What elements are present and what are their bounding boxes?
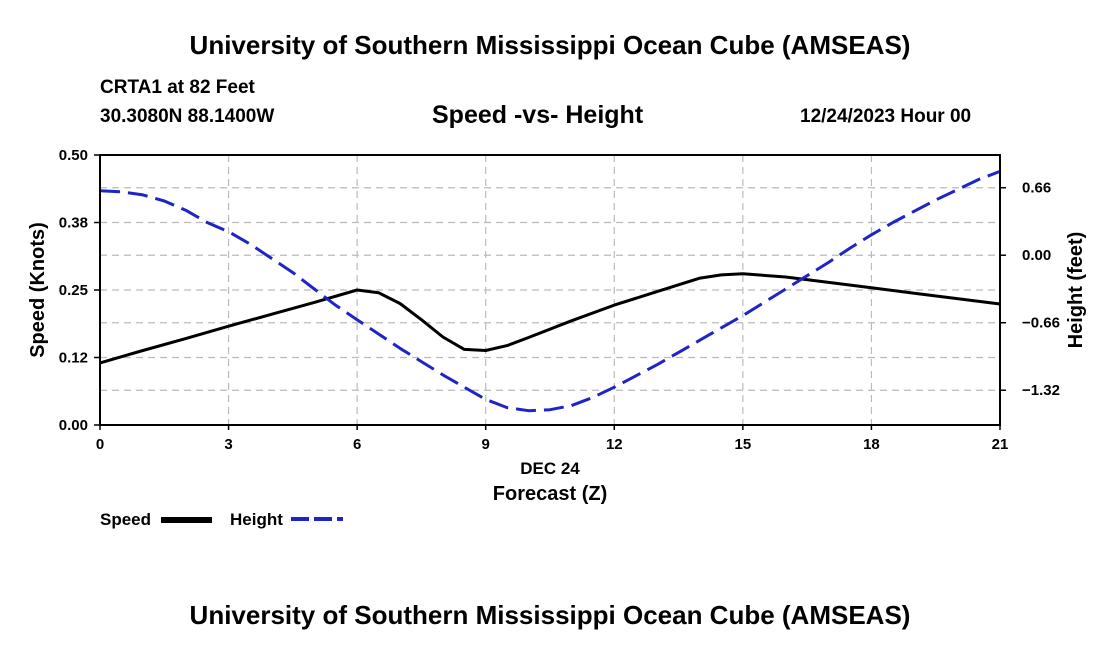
x-tick-label: 3 <box>224 436 232 453</box>
y-tick-label: 0.25 <box>59 282 88 299</box>
y-tick-label: 0.50 <box>59 147 88 164</box>
x-tick-label: 0 <box>96 436 104 453</box>
x-axis-label: Forecast (Z) <box>493 483 607 505</box>
legend-speed-swatch <box>161 517 212 523</box>
x-tick-label: 6 <box>353 436 361 453</box>
x-tick-label: 15 <box>735 436 752 453</box>
x-axis-label-date: DEC 24 <box>520 459 580 478</box>
y2-axis-label: Height (feet) <box>1065 232 1087 349</box>
y-tick-label: 0.00 <box>59 417 88 434</box>
x-tick-label: 21 <box>992 436 1009 453</box>
y-tick-label: 0.12 <box>59 350 88 367</box>
y2-tick-label: −0.66 <box>1022 315 1060 332</box>
station-label: CRTA1 at 82 Feet <box>100 77 255 98</box>
ticks: 0 3 6 9 12 15 18 21 0.00 0.12 0.25 0.38 0.50 0.66 0.00… <box>59 147 1060 453</box>
legend-speed-label: Speed <box>100 510 152 529</box>
station-coordinates: 30.3080N 88.1400W <box>100 106 275 127</box>
x-tick-label: 9 <box>482 436 490 453</box>
legend-height-label: Height <box>230 510 283 529</box>
y2-tick-label: 0.66 <box>1022 180 1051 197</box>
y2-tick-label: 0.00 <box>1022 247 1051 264</box>
x-tick-label: 18 <box>863 436 880 453</box>
grid <box>99 154 1001 426</box>
chart-title: Speed -vs- Height <box>432 101 644 129</box>
page-title: University of Southern Mississippi Ocean… <box>189 30 911 60</box>
series-line-speed <box>99 272 1001 365</box>
y-axis-label: Speed (Knots) <box>27 222 49 358</box>
series-line-height <box>99 169 1001 413</box>
page-footer-title: University of Southern Mississippi Ocean… <box>189 600 911 630</box>
x-tick-label: 12 <box>606 436 623 453</box>
y-tick-label: 0.38 <box>59 215 88 232</box>
series-layer <box>99 169 1001 413</box>
legend-height-swatch <box>291 517 343 521</box>
forecast-date: 12/24/2023 Hour 00 <box>800 106 972 127</box>
y2-tick-label: −1.32 <box>1022 382 1060 399</box>
